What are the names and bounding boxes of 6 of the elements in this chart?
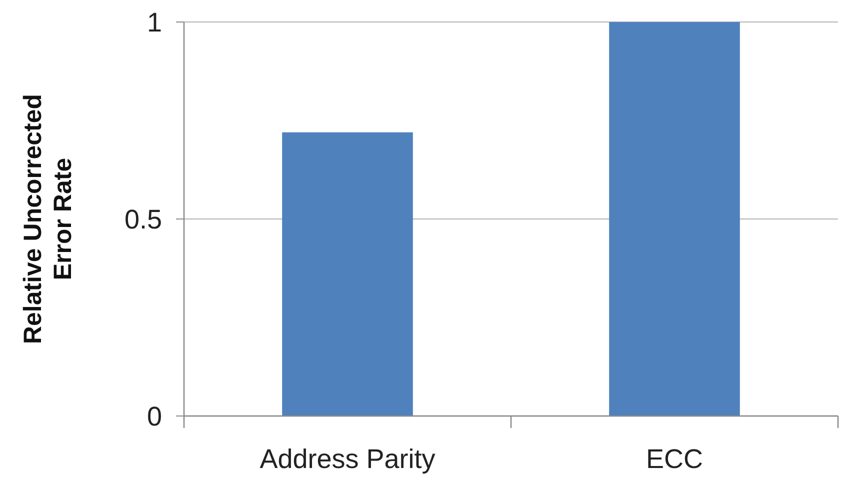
x-tick-label: Address Parity — [260, 444, 436, 474]
y-tick-label: 0 — [146, 401, 162, 432]
x-tick-label: ECC — [646, 444, 704, 474]
y-tick-label: 1 — [146, 7, 162, 38]
y-axis-title: Relative Uncorrected Error Rate — [19, 94, 77, 344]
y-tick-label: 0.5 — [124, 204, 162, 234]
